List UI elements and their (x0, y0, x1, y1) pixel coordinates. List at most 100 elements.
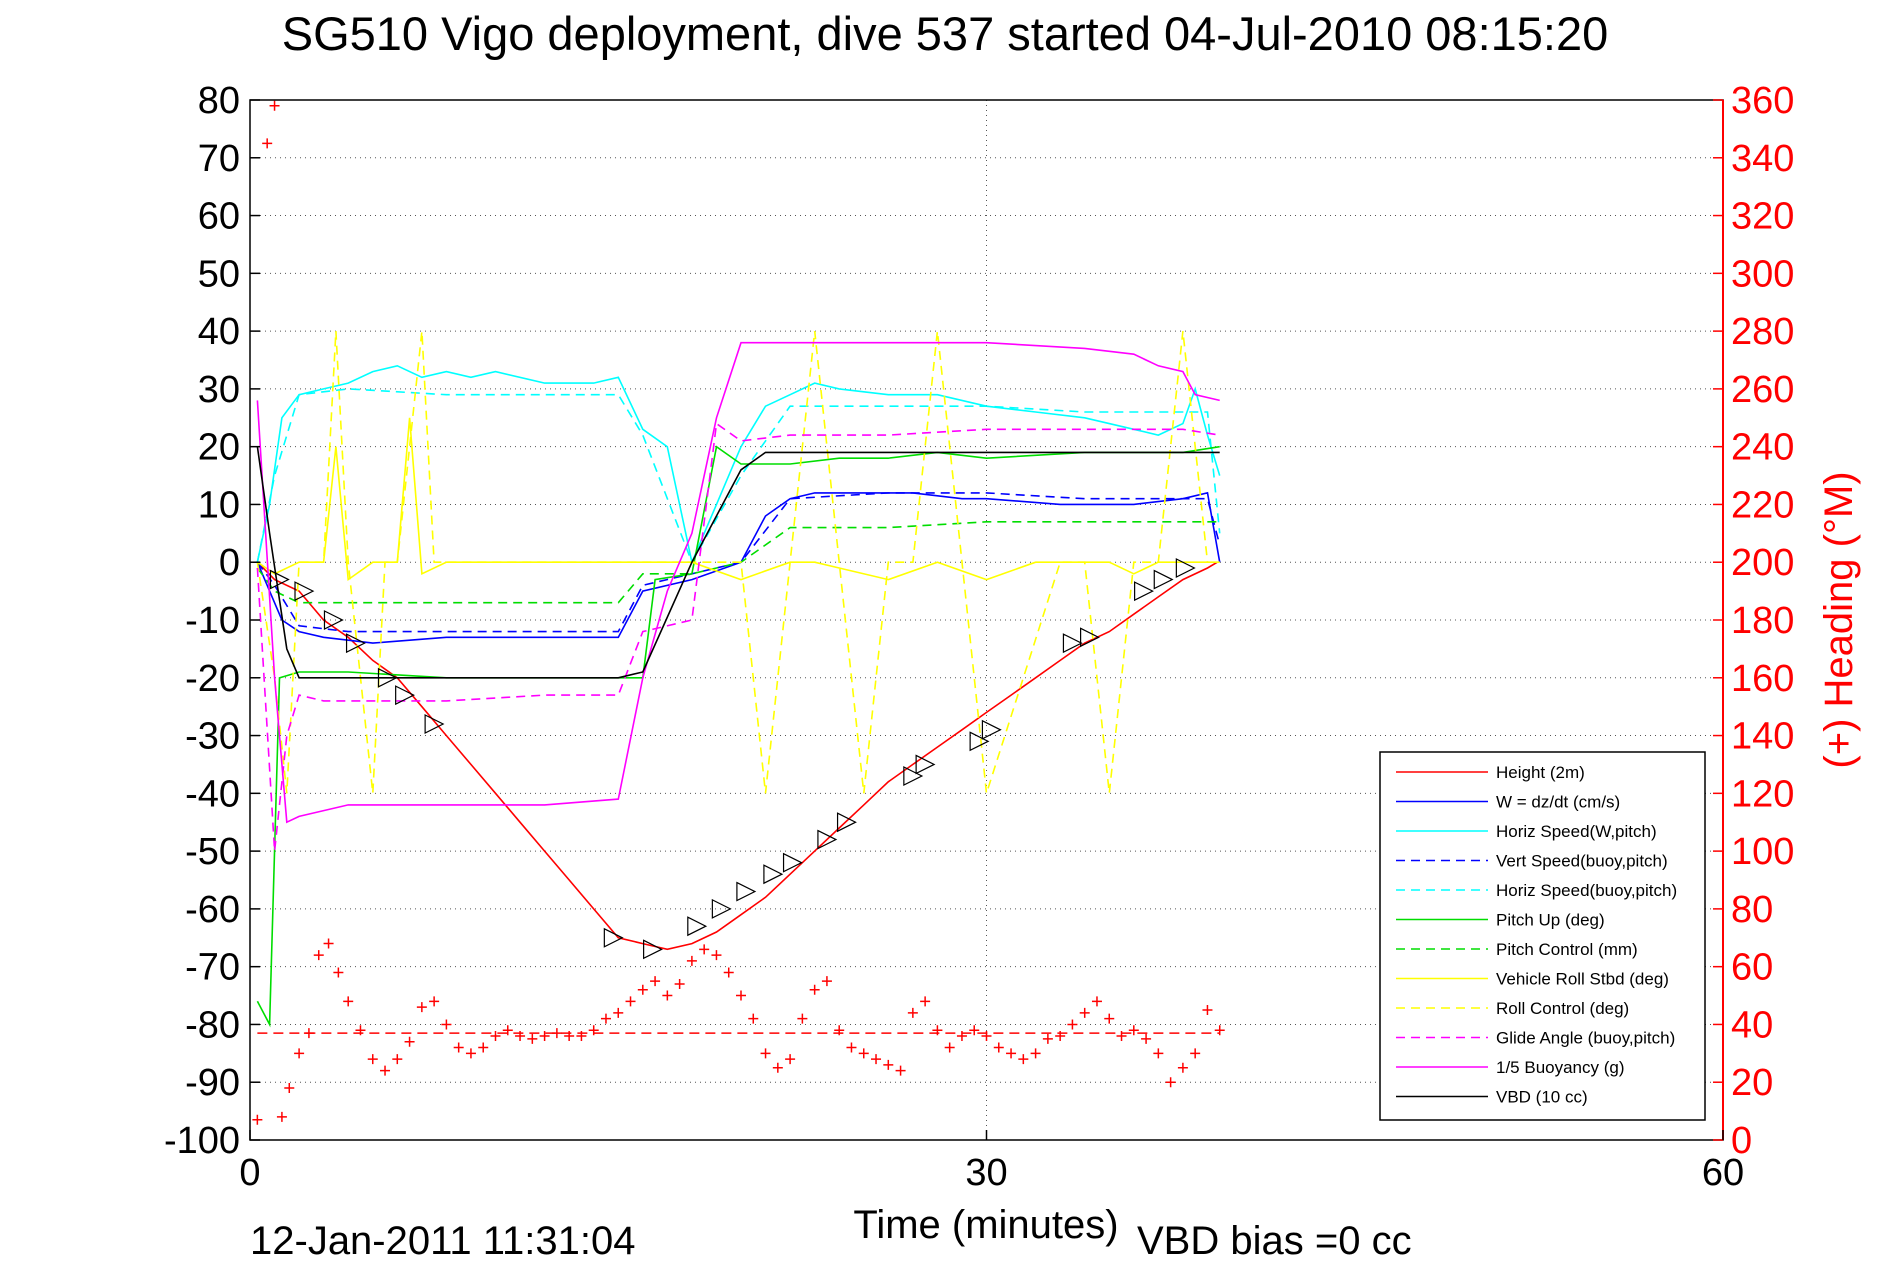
turn-marker (1153, 569, 1174, 590)
heading-point (429, 996, 440, 1007)
left-axis: 80 70 60 50 40 30 20 10 0 -10 -20 -30 -40 -50 -60 -70 -8… (164, 80, 260, 1162)
legend-label-pitch_ctrl: Pitch Control (mm) (1496, 940, 1638, 959)
legend-label-roll_ctrl: Roll Control (deg) (1496, 999, 1629, 1018)
heading-point (588, 1025, 599, 1036)
footer-timestamp: 12-Jan-2011 11:31:04 (250, 1219, 636, 1262)
heading-point (284, 1083, 295, 1093)
heading-point (748, 1013, 759, 1024)
y-tick-label: 80 (198, 80, 240, 122)
turn-marker (1175, 558, 1196, 578)
heading-point (625, 996, 636, 1007)
x-tick-label: 60 (1702, 1152, 1744, 1194)
heading-point (1091, 996, 1102, 1007)
heading-point (834, 1025, 845, 1036)
legend-label-horiz_buoy: Horiz Speed(buoy,pitch) (1496, 881, 1677, 900)
heading-point (551, 1028, 562, 1039)
turn-marker (294, 581, 315, 602)
series-line-buoy (256, 341, 1220, 824)
y-tick-label: -90 (185, 1062, 240, 1104)
y2-tick-label: 140 (1731, 716, 1794, 758)
heading-point (515, 1031, 526, 1041)
turn-marker (1134, 581, 1154, 602)
heading-point (907, 1007, 918, 1018)
turn-marker (969, 731, 990, 752)
heading-point (650, 976, 661, 987)
y-tick-label: -10 (185, 600, 240, 642)
heading-point (333, 967, 344, 978)
heading-point (711, 950, 722, 961)
y2-tick-label: 360 (1731, 80, 1794, 122)
heading-point (1128, 1025, 1139, 1036)
y2-tick-label: 20 (1731, 1062, 1773, 1104)
heading-point (1030, 1048, 1041, 1059)
x-tick-label: 30 (965, 1152, 1007, 1194)
heading-scatter (252, 100, 1225, 1125)
heading-point (355, 1025, 366, 1036)
heading-point (404, 1036, 415, 1047)
heading-point (772, 1062, 783, 1073)
y2-tick-label: 340 (1731, 138, 1794, 180)
heading-point (600, 1013, 611, 1024)
turn-marker (687, 916, 708, 937)
y-tick-label: 40 (198, 311, 240, 353)
heading-point (539, 1031, 550, 1041)
turn-markers (269, 558, 1196, 960)
heading-point (1214, 1025, 1225, 1036)
y-tick-label: 10 (198, 484, 240, 526)
y2-tick-label: 300 (1731, 253, 1794, 295)
heading-point (1018, 1054, 1029, 1065)
turn-marker (736, 881, 757, 902)
heading-point (993, 1042, 1004, 1053)
legend-label-vert_buoy: Vert Speed(buoy,pitch) (1496, 852, 1668, 871)
legend-box (1379, 751, 1706, 1121)
heading-point (686, 955, 697, 966)
heading-point (920, 996, 931, 1007)
y2-tick-label: 280 (1731, 311, 1794, 353)
heading-point (785, 1054, 796, 1065)
y-tick-label: -40 (185, 773, 240, 815)
heading-point (323, 938, 334, 949)
y-tick-label: -100 (164, 1120, 240, 1162)
heading-point (871, 1054, 882, 1065)
heading-point (313, 950, 324, 961)
legend-label-buoy: 1/5 Buoyancy (g) (1496, 1058, 1625, 1077)
y2-tick-label: 240 (1731, 427, 1794, 469)
y2-tick-label: 200 (1731, 542, 1794, 584)
turn-marker (836, 812, 857, 833)
turn-marker (1080, 627, 1100, 648)
y-tick-label: 30 (198, 369, 240, 411)
legend-label-w: W = dz/dt (cm/s) (1496, 793, 1620, 812)
turn-marker (424, 714, 445, 734)
y-tick-label: 50 (198, 253, 240, 295)
turn-marker (345, 633, 366, 654)
heading-point (276, 1111, 287, 1122)
y2-tick-label: 120 (1731, 773, 1794, 815)
turn-marker (981, 719, 1002, 740)
heading-point (465, 1048, 476, 1059)
legend-label-height: Height (2m) (1496, 763, 1585, 782)
heading-point (262, 138, 273, 149)
series-line-roll (256, 417, 1220, 582)
series-line-height (256, 561, 1218, 951)
series-line-horiz_w (256, 364, 1221, 565)
heading-point (1190, 1048, 1201, 1059)
turn-marker (915, 754, 936, 775)
heading-point (821, 976, 832, 987)
y2-tick-label: 100 (1731, 831, 1794, 873)
series-line-glide (256, 422, 1220, 852)
heading-point (294, 1048, 305, 1059)
heading-point (981, 1031, 992, 1041)
series-line-pitch_ctrl (256, 520, 1220, 604)
y-tick-label: -60 (185, 889, 240, 931)
heading-point (1202, 1005, 1213, 1015)
heading-point (343, 996, 354, 1007)
heading-point (699, 944, 710, 955)
heading-point (932, 1025, 943, 1036)
heading-point (895, 1065, 906, 1076)
heading-point (367, 1054, 378, 1065)
legend-label-horiz_w: Horiz Speed(W,pitch) (1496, 822, 1657, 841)
turn-marker (603, 927, 624, 948)
y2-tick-label: 40 (1731, 1004, 1773, 1046)
y-tick-label: -30 (185, 716, 240, 758)
